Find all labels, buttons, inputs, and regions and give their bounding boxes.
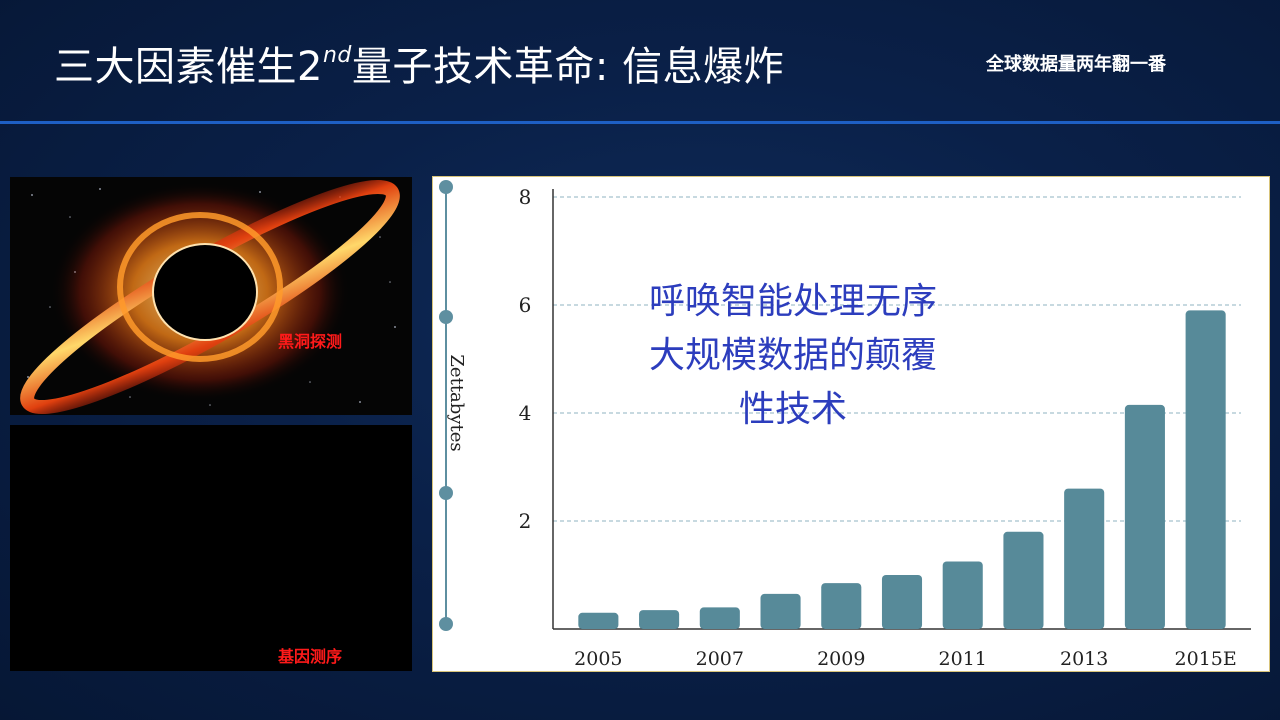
blackhole-label: 黑洞探测 xyxy=(278,332,343,351)
bar-2006 xyxy=(639,610,680,629)
y-tick-label: 4 xyxy=(519,401,532,425)
y-tick-label: 2 xyxy=(519,509,532,533)
slide-title-superscript: nd xyxy=(322,42,352,68)
slide-title-prefix: 三大因素催生2 xyxy=(54,44,323,90)
bar-2013 xyxy=(1064,488,1105,629)
chart-overlay-text: 呼唤智能处理无序 大规模数据的颠覆 性技术 xyxy=(603,275,983,437)
x-tick-label: 2013 xyxy=(1060,648,1108,670)
bar-2005 xyxy=(578,612,619,629)
bar-2007 xyxy=(699,607,740,629)
bar-2015E xyxy=(1185,310,1226,629)
event-horizon xyxy=(152,243,258,341)
blackhole-image-panel: 黑洞探测 xyxy=(10,177,412,415)
blackhole-illustration xyxy=(10,177,412,415)
slide-subtitle: 全球数据量两年翻一番 xyxy=(986,54,1166,75)
x-tick-label: 2011 xyxy=(939,648,987,670)
bar-2009 xyxy=(821,583,862,629)
bar-2014 xyxy=(1124,404,1165,629)
timeline-dot xyxy=(439,310,453,324)
slide-title: 三大因素催生2nd量子技术革命: 信息爆炸 xyxy=(54,34,784,92)
bar-2010 xyxy=(881,575,923,629)
y-tick-label: 8 xyxy=(519,185,532,209)
bar-2008 xyxy=(760,593,801,629)
overlay-line: 性技术 xyxy=(738,389,847,430)
overlay-line: 呼唤智能处理无序 xyxy=(648,281,937,322)
bar-2011 xyxy=(942,561,983,629)
timeline-dot xyxy=(439,180,453,194)
y-axis-title: Zettabytes xyxy=(446,354,467,451)
x-tick-label: 2005 xyxy=(574,648,622,670)
slide-title-suffix: 量子技术革命: 信息爆炸 xyxy=(351,44,785,90)
title-divider xyxy=(0,121,1280,124)
x-tick-label: 2009 xyxy=(817,648,865,670)
x-tick-label: 2015E xyxy=(1175,648,1237,670)
x-tick-label: 2007 xyxy=(696,648,744,670)
timeline-decoration xyxy=(439,180,453,631)
bar-chart-svg: 2 4 6 8 2005 2007 2009 2011 2013 2015E Zettabytes xyxy=(439,180,1251,670)
timeline-dot xyxy=(439,486,453,500)
data-growth-chart: 2 4 6 8 2005 2007 2009 2011 2013 2015E Zettabytes … xyxy=(432,176,1270,672)
y-tick-label: 6 xyxy=(519,293,532,317)
overlay-line: 大规模数据的颠覆 xyxy=(648,335,937,376)
timeline-dot xyxy=(439,617,453,631)
bar-2012 xyxy=(1003,531,1044,629)
accretion-ring xyxy=(117,212,283,362)
genome-label: 基因测序 xyxy=(278,647,343,666)
genome-image-panel: 基因测序 xyxy=(10,425,412,671)
